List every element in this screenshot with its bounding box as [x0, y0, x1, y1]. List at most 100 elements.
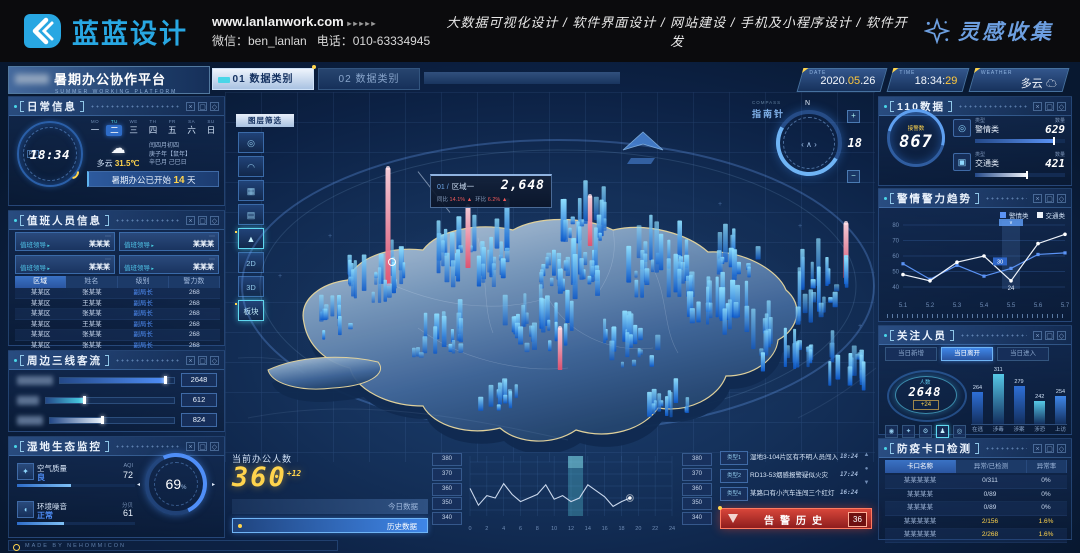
duty-leader-card[interactable]: 值班领导 ▸ ⋯ 某某某 — [15, 255, 115, 274]
expand-icon[interactable]: ◇ — [210, 441, 219, 451]
more-icon[interactable]: ⋯ — [105, 234, 111, 240]
window-controls: × ▢ ◇ — [186, 215, 219, 225]
close-icon[interactable]: × — [1033, 330, 1042, 340]
yoy-value: 14.1% — [449, 197, 466, 203]
close-icon[interactable]: × — [186, 441, 195, 451]
expand-icon[interactable]: ◇ — [1057, 330, 1066, 340]
website-url[interactable]: www.lanlanwork.com — [212, 14, 344, 30]
svg-text:∨: ∨ — [1009, 220, 1013, 226]
alert-list: 类型1 湿地3-104片区有不明人员闯入 18:24 类型2 RD13-53烟感报警疑似… — [720, 450, 872, 504]
duty-leader-card[interactable]: 值班领导 ▸ ⋯ 某某某 — [119, 255, 219, 274]
more-icon[interactable]: ⋯ — [209, 234, 215, 240]
radar-layer-icon[interactable]: ◠ — [238, 156, 264, 177]
noise-value: 61 — [122, 508, 133, 518]
today-data-button[interactable]: 今日数据 — [232, 499, 428, 514]
maximize-icon[interactable]: ▢ — [1045, 443, 1054, 453]
svg-text:80: 80 — [892, 223, 899, 229]
checkpoint-col-header[interactable]: 异常/已检测 — [956, 460, 1027, 473]
maximize-icon[interactable]: ▢ — [198, 355, 207, 365]
scroll-down-icon[interactable]: ▼ — [863, 480, 870, 486]
duty-leader-card[interactable]: 值班领导 ▸ ⋯ 某某某 — [119, 232, 219, 251]
focus-tab[interactable]: 当日新增 — [885, 347, 937, 361]
more-icon[interactable]: ⋯ — [209, 257, 215, 263]
list-layer-icon[interactable]: ▤ — [238, 204, 264, 225]
checkpoint-row: 某某某某某 2/156 1.6% — [885, 516, 1067, 529]
close-icon[interactable]: × — [186, 101, 195, 111]
close-icon[interactable]: × — [1033, 101, 1042, 111]
alert-row[interactable]: 类型2 RD13-53烟感报警疑似火灾 17:24 — [720, 468, 872, 483]
expand-icon[interactable]: ◇ — [210, 355, 219, 365]
map-3d-view[interactable]: ++++++ — [238, 118, 878, 452]
person-icon[interactable]: ♟ — [936, 425, 949, 438]
focus-tab[interactable]: 当日离开 — [941, 347, 993, 361]
inspiration-collect-brand[interactable]: 灵感收集 — [924, 16, 1054, 46]
traffic-type-row: ▣ 类型 交通类 数量 421 — [953, 151, 1065, 183]
close-icon[interactable]: × — [186, 355, 195, 365]
star-icon[interactable]: ✦ — [902, 425, 915, 438]
trend-legend: 警情类 交通类 — [1000, 210, 1065, 220]
alert-row[interactable]: 类型4 某路口有小汽车连闯三个红灯 16:24 — [720, 486, 872, 501]
svg-text:+: + — [718, 201, 722, 208]
duty-leader-card[interactable]: 值班领导 ▸ ⋯ 某某某 — [15, 232, 115, 251]
tab-data-category-1[interactable]: 01 数据类别 — [212, 65, 316, 90]
expand-icon[interactable]: ◇ — [1057, 443, 1066, 453]
site-header: 蓝蓝设计 www.lanlanwork.com ▸▸▸▸▸ 微信：ben_lan… — [0, 0, 1080, 62]
expand-icon[interactable]: ◇ — [210, 215, 219, 225]
camera-icon[interactable]: ◉ — [885, 425, 898, 438]
compass-label-cn: 指南针 — [752, 109, 786, 119]
poi-layer-icon[interactable]: ◎ — [238, 132, 264, 153]
zoom-out-button[interactable]: − — [847, 170, 860, 183]
office-line-chart: 0 2 4 6 8 10 12 14 16 18 20 22 24 — [468, 456, 675, 532]
layer-2d-button[interactable]: 2D — [238, 252, 264, 273]
close-icon[interactable]: × — [186, 215, 195, 225]
maximize-icon[interactable]: ▢ — [1045, 101, 1054, 111]
alert-history-banner[interactable]: 告警历史 36 — [718, 506, 872, 529]
focus-bar-chart: 264 311 279 242 254 — [971, 360, 1067, 425]
compass-ring[interactable]: ‹ ∧ › — [776, 110, 842, 176]
zoom-in-button[interactable]: + — [847, 110, 860, 123]
date-day: 26 — [863, 75, 876, 87]
tab-data-category-2[interactable]: 02 数据类别 — [318, 68, 420, 90]
window-controls: × ▢ ◇ — [1033, 193, 1066, 203]
focus-tab[interactable]: 当日进入 — [997, 347, 1049, 361]
scroll-thumb-icon[interactable]: ● — [864, 466, 869, 472]
building-layer-icon[interactable]: ▦ — [238, 180, 264, 201]
monitor-icon[interactable]: ◎ — [953, 425, 966, 438]
gear-icon[interactable]: ⚙ — [919, 425, 932, 438]
alert-history-label: 告警历史 — [764, 516, 828, 527]
svg-text:24: 24 — [1008, 286, 1015, 292]
checkpoint-col-header[interactable]: 异常率 — [1027, 460, 1067, 473]
close-icon[interactable]: × — [1033, 443, 1042, 453]
checkpoint-col-header[interactable]: 卡口名称 — [885, 460, 956, 473]
svg-text:24: 24 — [669, 526, 675, 532]
air-quality-value: 72 — [122, 470, 133, 480]
duty-table-header: 区域 姓名 级别 警力数 — [15, 276, 220, 288]
maximize-icon[interactable]: ▢ — [198, 101, 207, 111]
more-icon[interactable]: ⋯ — [105, 257, 111, 263]
alert-row[interactable]: 类型1 湿地3-104片区有不明人员闯入 18:24 — [720, 450, 872, 465]
maximize-icon[interactable]: ▢ — [1045, 330, 1054, 340]
expand-icon[interactable]: ◇ — [1057, 101, 1066, 111]
duty-col-header: 警力数 — [168, 276, 220, 288]
north-arrow-decoration — [622, 131, 664, 164]
expand-icon[interactable]: ◇ — [1057, 193, 1066, 203]
weekday-cell: WE 三 — [129, 119, 138, 135]
compass-label-en: COMPASS — [752, 100, 782, 105]
svg-text:30: 30 — [997, 259, 1003, 265]
focus-bar: 264 — [971, 360, 984, 424]
maximize-icon[interactable]: ▢ — [198, 215, 207, 225]
expand-icon[interactable]: ◇ — [210, 101, 219, 111]
svg-text:+: + — [328, 233, 332, 240]
scroll-up-icon[interactable]: ▲ — [863, 452, 870, 458]
services-list: 大数据可视化设计 / 软件界面设计 / 网站建设 / 手机及小程序设计 / 软件… — [446, 15, 908, 49]
history-data-button[interactable]: 历史数据 — [232, 518, 428, 533]
close-icon[interactable]: × — [1033, 193, 1042, 203]
svg-text:5.4: 5.4 — [980, 303, 989, 309]
terrain-layer-icon[interactable]: ▲ — [235, 228, 264, 249]
maximize-icon[interactable]: ▢ — [198, 441, 207, 451]
weekday-cell: FR 五 — [168, 119, 177, 135]
maximize-icon[interactable]: ▢ — [1045, 193, 1054, 203]
logo[interactable]: 蓝蓝设计 — [22, 12, 188, 51]
svg-text:5.2: 5.2 — [926, 303, 935, 309]
type-count: 629 — [1045, 123, 1065, 136]
